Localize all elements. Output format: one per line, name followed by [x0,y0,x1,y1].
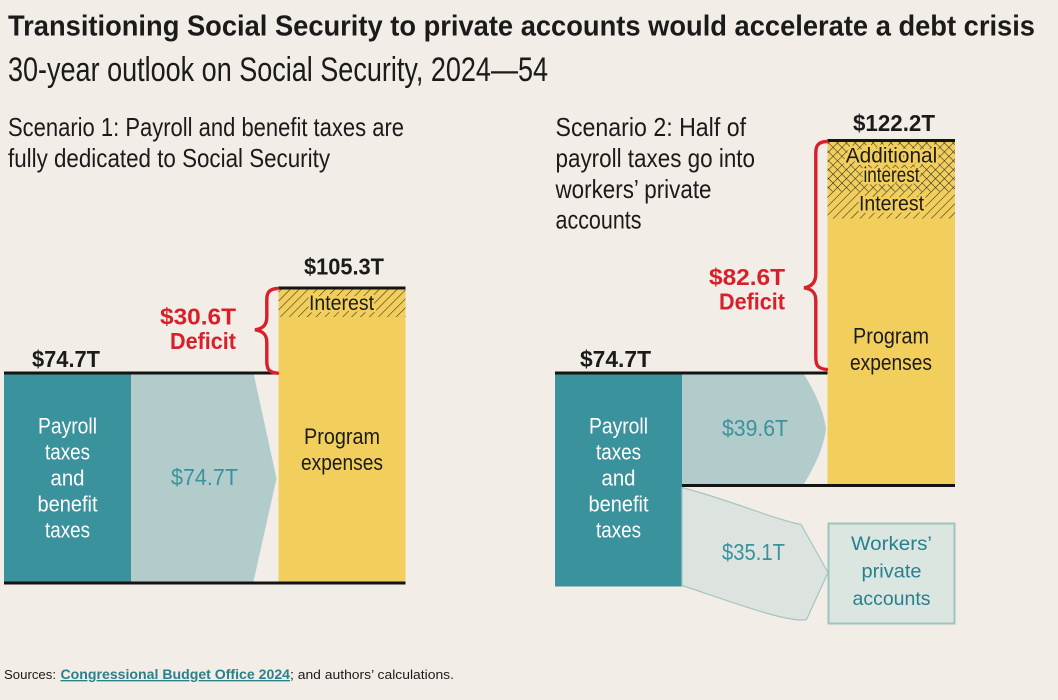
svg-text:taxes: taxes [596,518,641,543]
svg-text:$105.3T: $105.3T [304,254,384,280]
svg-text:$39.6T: $39.6T [722,415,788,441]
svg-text:private: private [862,561,922,583]
svg-text:benefit: benefit [589,492,649,517]
svg-text:Payroll: Payroll [589,414,648,439]
svg-text:Scenario 1: Payroll and benefi: Scenario 1: Payroll and benefit taxes ar… [8,112,404,142]
svg-text:Deficit: Deficit [170,328,236,354]
svg-text:Interest: Interest [859,193,924,216]
svg-text:Deficit: Deficit [719,289,785,315]
svg-text:expenses: expenses [850,350,932,375]
svg-text:taxes: taxes [45,518,90,543]
svg-text:workers’ private: workers’ private [555,174,712,204]
svg-text:accounts: accounts [853,588,931,610]
svg-text:; and authors’ calculations.: ; and authors’ calculations. [290,667,454,682]
svg-text:and: and [51,466,85,491]
svg-text:Program: Program [304,424,380,449]
svg-text:Congressional Budget Office 20: Congressional Budget Office 2024 [61,667,291,682]
svg-text:$74.7T: $74.7T [32,346,100,372]
svg-text:taxes: taxes [596,440,641,465]
svg-text:fully dedicated to Social Secu: fully dedicated to Social Security [8,143,330,173]
svg-text:Workers’: Workers’ [851,533,932,555]
svg-text:Scenario 2: Half of: Scenario 2: Half of [556,112,747,142]
svg-text:taxes: taxes [45,440,90,465]
svg-text:payroll taxes go into: payroll taxes go into [556,143,756,173]
svg-text:$74.7T: $74.7T [580,346,651,372]
svg-text:benefit: benefit [38,492,98,517]
svg-text:$30.6T: $30.6T [160,303,236,329]
svg-text:Transitioning Social Security: Transitioning Social Security to private… [8,11,1035,43]
svg-text:expenses: expenses [301,450,383,475]
svg-text:accounts: accounts [556,205,642,235]
svg-text:Sources:: Sources: [4,667,56,682]
svg-text:Additional: Additional [846,145,938,168]
svg-text:Program: Program [853,324,929,349]
svg-text:and: and [602,466,636,491]
svg-text:30-year outlook on Social Secu: 30-year outlook on Social Security, 2024… [8,51,548,89]
svg-text:$74.7T: $74.7T [171,464,238,490]
svg-text:$35.1T: $35.1T [722,539,785,565]
svg-text:$82.6T: $82.6T [709,264,785,290]
svg-text:$122.2T: $122.2T [853,110,935,136]
svg-text:interest: interest [864,164,920,187]
svg-text:Payroll: Payroll [38,414,97,439]
svg-text:Interest: Interest [309,292,374,315]
